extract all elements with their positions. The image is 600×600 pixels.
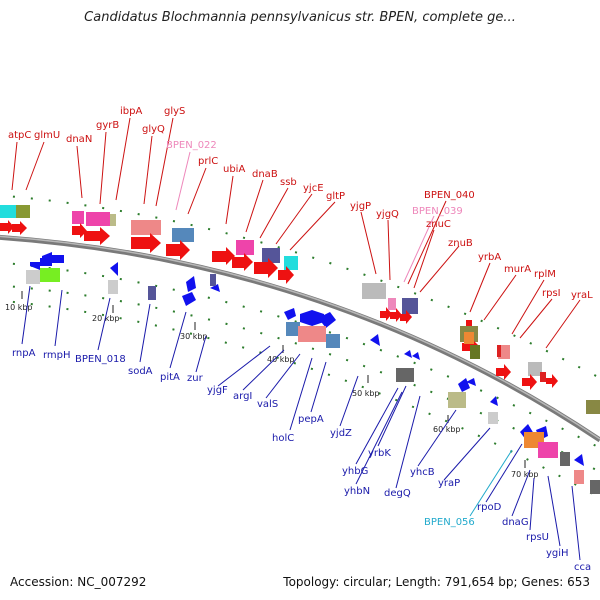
gene-label-rmpH: rmpH [43,350,71,361]
gene-label-BPEN_056: BPEN_056 [424,517,475,528]
gene-label-murA: murA [504,264,531,275]
gene-label-yjgF: yjgF [207,385,228,396]
gene-label-sodA: sodA [128,366,153,377]
gene-label-zur: zur [187,373,204,384]
gene-label-glmU: glmU [34,130,60,141]
gene-label-rpsI: rpsI [542,288,561,299]
leader-lines-bottom [21,285,581,561]
gene-label-pepA: pepA [298,414,324,425]
gene-label-rpoD: rpoD [477,502,502,513]
scale-label-50kbp: 50 kbp [352,389,380,398]
gene-label-BPEN_040: BPEN_040 [424,190,475,201]
gene-label-BPEN_022: BPEN_022 [166,140,217,151]
gene-label-rpsU: rpsU [526,532,549,543]
gene-label-atpC: atpC [8,130,31,141]
gene-label-yjgQ: yjgQ [376,209,399,220]
gene-label-yrbA: yrbA [478,252,501,263]
gene-label-BPEN_039: BPEN_039 [412,206,463,217]
gene-label-ubiA: ubiA [223,164,245,175]
gene-label-yidZ: yjdZ [330,428,352,439]
scale-label-40kbp: 40 kbp [267,355,295,364]
leader-line-bpen056 [469,449,513,517]
leader-lines-top-pink [175,151,435,283]
gene-label-BPEN_018: BPEN_018 [75,354,126,365]
gene-label-dnaG: dnaG [502,517,529,528]
gene-label-ssb: ssb [280,177,297,188]
gene-label-znuB: znuB [448,238,473,249]
leader-lines-top [11,117,581,349]
gene-label-prlC: prlC [198,156,218,167]
gene-label-yhbG: yhbG [342,466,368,477]
gene-label-yraL: yraL [571,290,593,301]
gene-label-gltP: gltP [326,191,345,202]
gene-label-yhcB: yhcB [410,467,435,478]
accession-text: Accession: NC_007292 [10,575,147,589]
gene-arrows-forward [0,220,558,390]
gene-label-yjcE: yjcE [303,183,324,194]
gene-label-cca: cca [574,562,591,573]
gene-label-dnaB: dnaB [252,169,278,180]
gene-label-yjgP: yjgP [350,201,371,212]
gene-boxes-misc [388,298,546,382]
gene-labels-top: atpC glmU dnaN gyrB ibpA glyQ glyS BPEN_… [8,106,593,301]
gene-label-valS: valS [257,399,278,410]
scale-label-60kbp: 60 kbp [433,425,461,434]
gene-label-yhbN: yhbN [344,486,370,497]
gene-label-ibpA: ibpA [120,106,142,117]
gene-label-glyQ: glyQ [142,124,165,135]
gene-label-holC: holC [272,433,294,444]
gene-label-rnpA: rnpA [12,348,36,359]
topology-summary: Topology: circular; Length: 791,654 bp; … [283,575,590,589]
map-title: Candidatus Blochmannia pennsylvanicus st… [84,10,516,25]
guide-rings [0,194,600,499]
gene-label-pitA: pitA [160,372,180,383]
gene-label-dnaN: dnaN [66,134,92,145]
gene-boxes-inner [26,268,600,494]
scale-label-70kbp: 70 kbp [511,470,539,479]
gene-label-argI: argI [233,391,252,402]
gene-label-degQ: degQ [384,488,411,499]
scale-label-30kbp: 30 kbp [180,332,208,341]
gene-label-gyrB: gyrB [96,120,119,131]
gene-label-znuC: znuC [426,219,451,230]
gene-label-yraP: yraP [438,478,460,489]
scale-label-10kbp: 10 kbp [5,303,33,312]
gene-label-yrbK: yrbK [368,448,391,459]
backbone-arc [0,234,600,443]
gene-label-rplM: rplM [534,269,556,280]
gene-label-glyS: glyS [164,106,185,117]
gene-labels-bottom: rnpA rmpH BPEN_018 sodA pitA zur yjgF ar… [12,348,591,573]
gene-label-ygiH: ygiH [546,548,569,559]
